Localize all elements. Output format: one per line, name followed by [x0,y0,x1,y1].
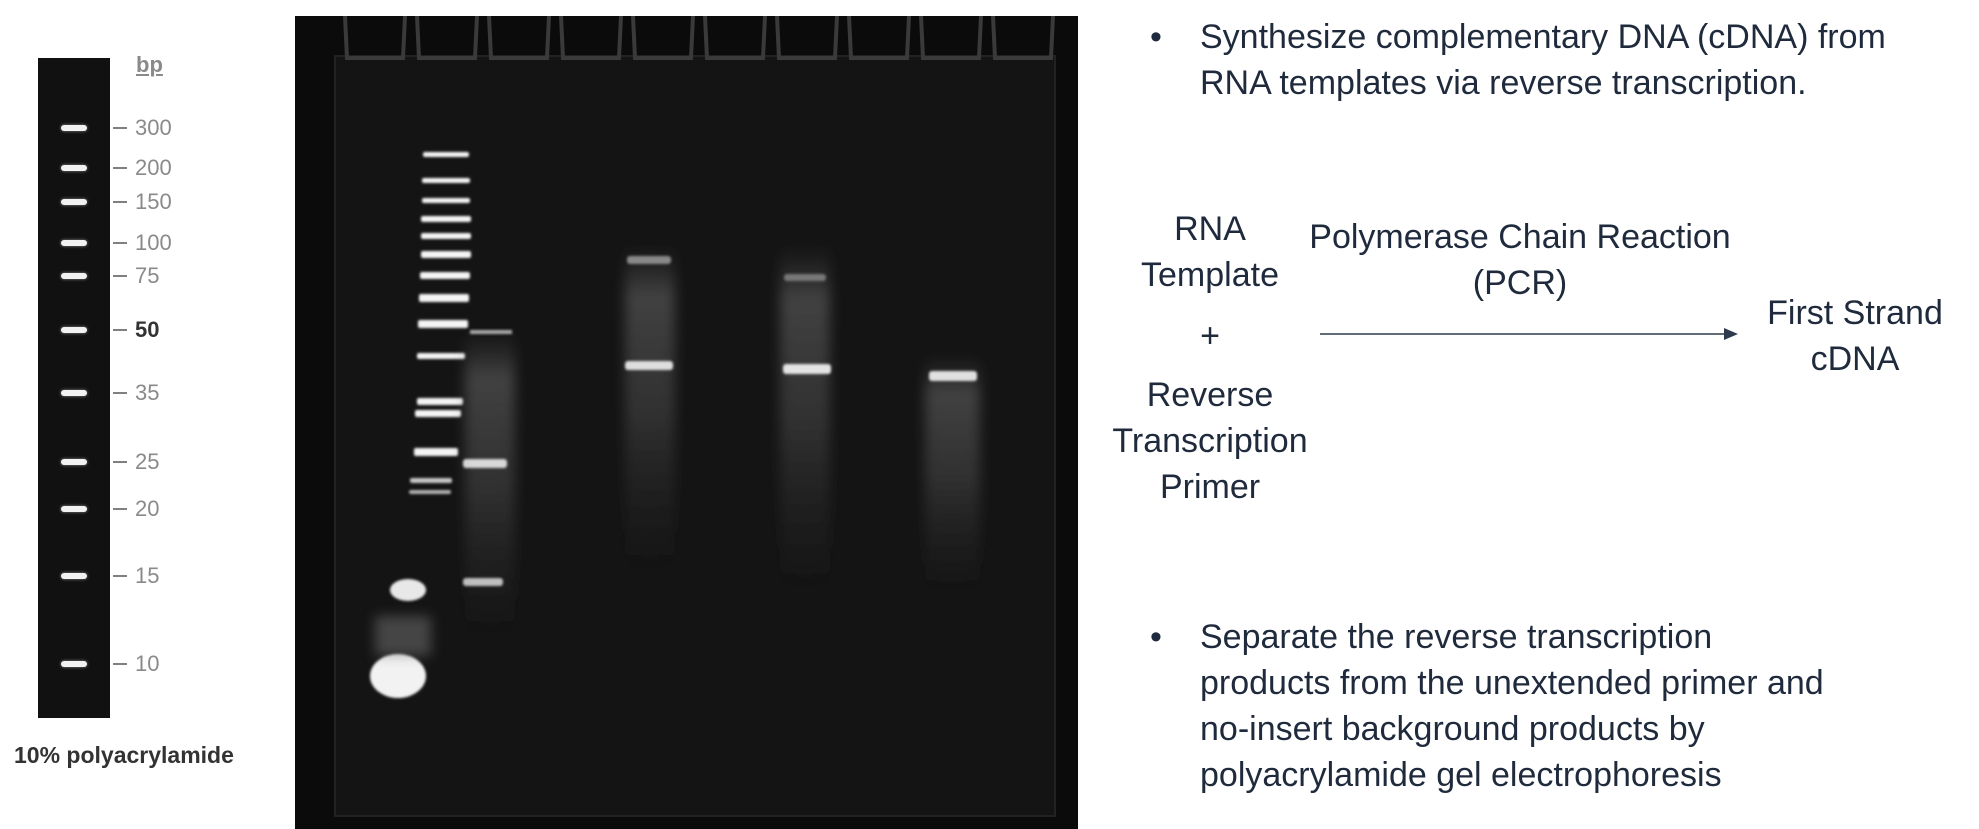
ladder-tick [113,575,127,577]
ladder-band [61,165,87,171]
gel-wells [343,16,1055,60]
ladder-tick [113,275,127,277]
ladder-band [61,273,87,279]
gel-sample-lane-3 [780,246,831,596]
bullet-line: no-insert background products by [1200,710,1705,748]
cdna-line: First Strand [1767,294,1943,332]
ladder-tick [113,167,127,169]
gel-electrophoresis-image [295,16,1078,829]
ladder-size-label: 150 [135,189,172,214]
reaction-arrow [1320,328,1738,340]
ladder-band [61,459,87,465]
rt-primer-label: Reverse Transcription Primer [1090,372,1330,510]
first-strand-cdna-label: First Strand cDNA [1740,290,1970,382]
rna-template-label: RNA Template [1100,206,1320,298]
rna-template-line: RNA [1174,210,1246,248]
bullet-line: Synthesize complementary DNA (cDNA) from [1200,18,1886,56]
ladder-tick [113,392,127,394]
bullet-text: Synthesize complementary DNA (cDNA) from… [1200,14,1886,106]
ladder-panel: bp 300 200 150 100 75 50 35 25 20 15 10 10% polyac… [0,0,285,829]
ladder-band [61,390,87,396]
rt-primer-line: Transcription [1112,422,1308,460]
ladder-band [61,240,87,246]
ladder-size-label: 25 [135,449,160,474]
rt-primer-line: Primer [1159,468,1261,506]
bullet-text: Separate the reverse transcription produ… [1200,614,1824,798]
pcr-label: Polymerase Chain Reaction (PCR) [1290,214,1750,306]
bullet-separate: • Separate the reverse transcription pro… [1150,614,1950,804]
gel-sample-lane-2 [625,246,675,576]
ladder-size-label: 10 [135,651,160,676]
ladder-tick [113,461,127,463]
gel-sample-lane-1 [463,330,515,641]
ladder-lane [38,58,110,718]
ladder-band [61,327,87,333]
bullet-line: products from the unextended primer and [1200,664,1824,702]
ladder-band [61,506,87,512]
ladder-tick [113,663,127,665]
ladder-band [61,573,87,579]
ladder-band [61,199,87,205]
bullet-line: Separate the reverse transcription [1200,618,1713,656]
ladder-caption: 10% polyacrylamide [14,742,234,768]
ladder-tick [113,508,127,510]
ladder-size-label: 100 [135,230,172,255]
ladder-tick [113,242,127,244]
ladder-size-label: 15 [135,563,160,588]
gel-primer-blobs [370,579,431,698]
pcr-line: (PCR) [1472,264,1568,302]
ladder-size-label: 75 [135,263,160,288]
ladder-tick [113,201,127,203]
ladder-size-label: 35 [135,380,160,405]
ladder-unit-label: bp [136,52,163,77]
ladder-size-label: 20 [135,496,160,521]
plus-sign: + [1200,317,1220,355]
pcr-line: Polymerase Chain Reaction [1309,218,1731,256]
bullet-line: RNA templates via reverse transcription. [1200,64,1807,102]
ladder-band [61,661,87,667]
gel-ladder-lane [409,152,471,494]
ladder-size-label: 200 [135,155,172,180]
gel-sample-lane-4 [925,356,980,596]
bullet-line: polyacrylamide gel electrophoresis [1200,756,1722,794]
ladder-size-label: 300 [135,115,172,140]
rt-primer-line: Reverse [1146,376,1274,414]
ladder-tick [113,329,127,331]
rna-template-line: Template [1141,256,1279,294]
ladder-size-label: 50 [135,317,160,342]
ladder-tick [113,127,127,129]
cdna-line: cDNA [1810,340,1900,378]
ladder-band [61,125,87,131]
bullet-synthesize: • Synthesize complementary DNA (cDNA) fr… [1150,14,1950,114]
bullet-dot: • [1150,18,1162,56]
bullet-dot: • [1150,618,1162,656]
